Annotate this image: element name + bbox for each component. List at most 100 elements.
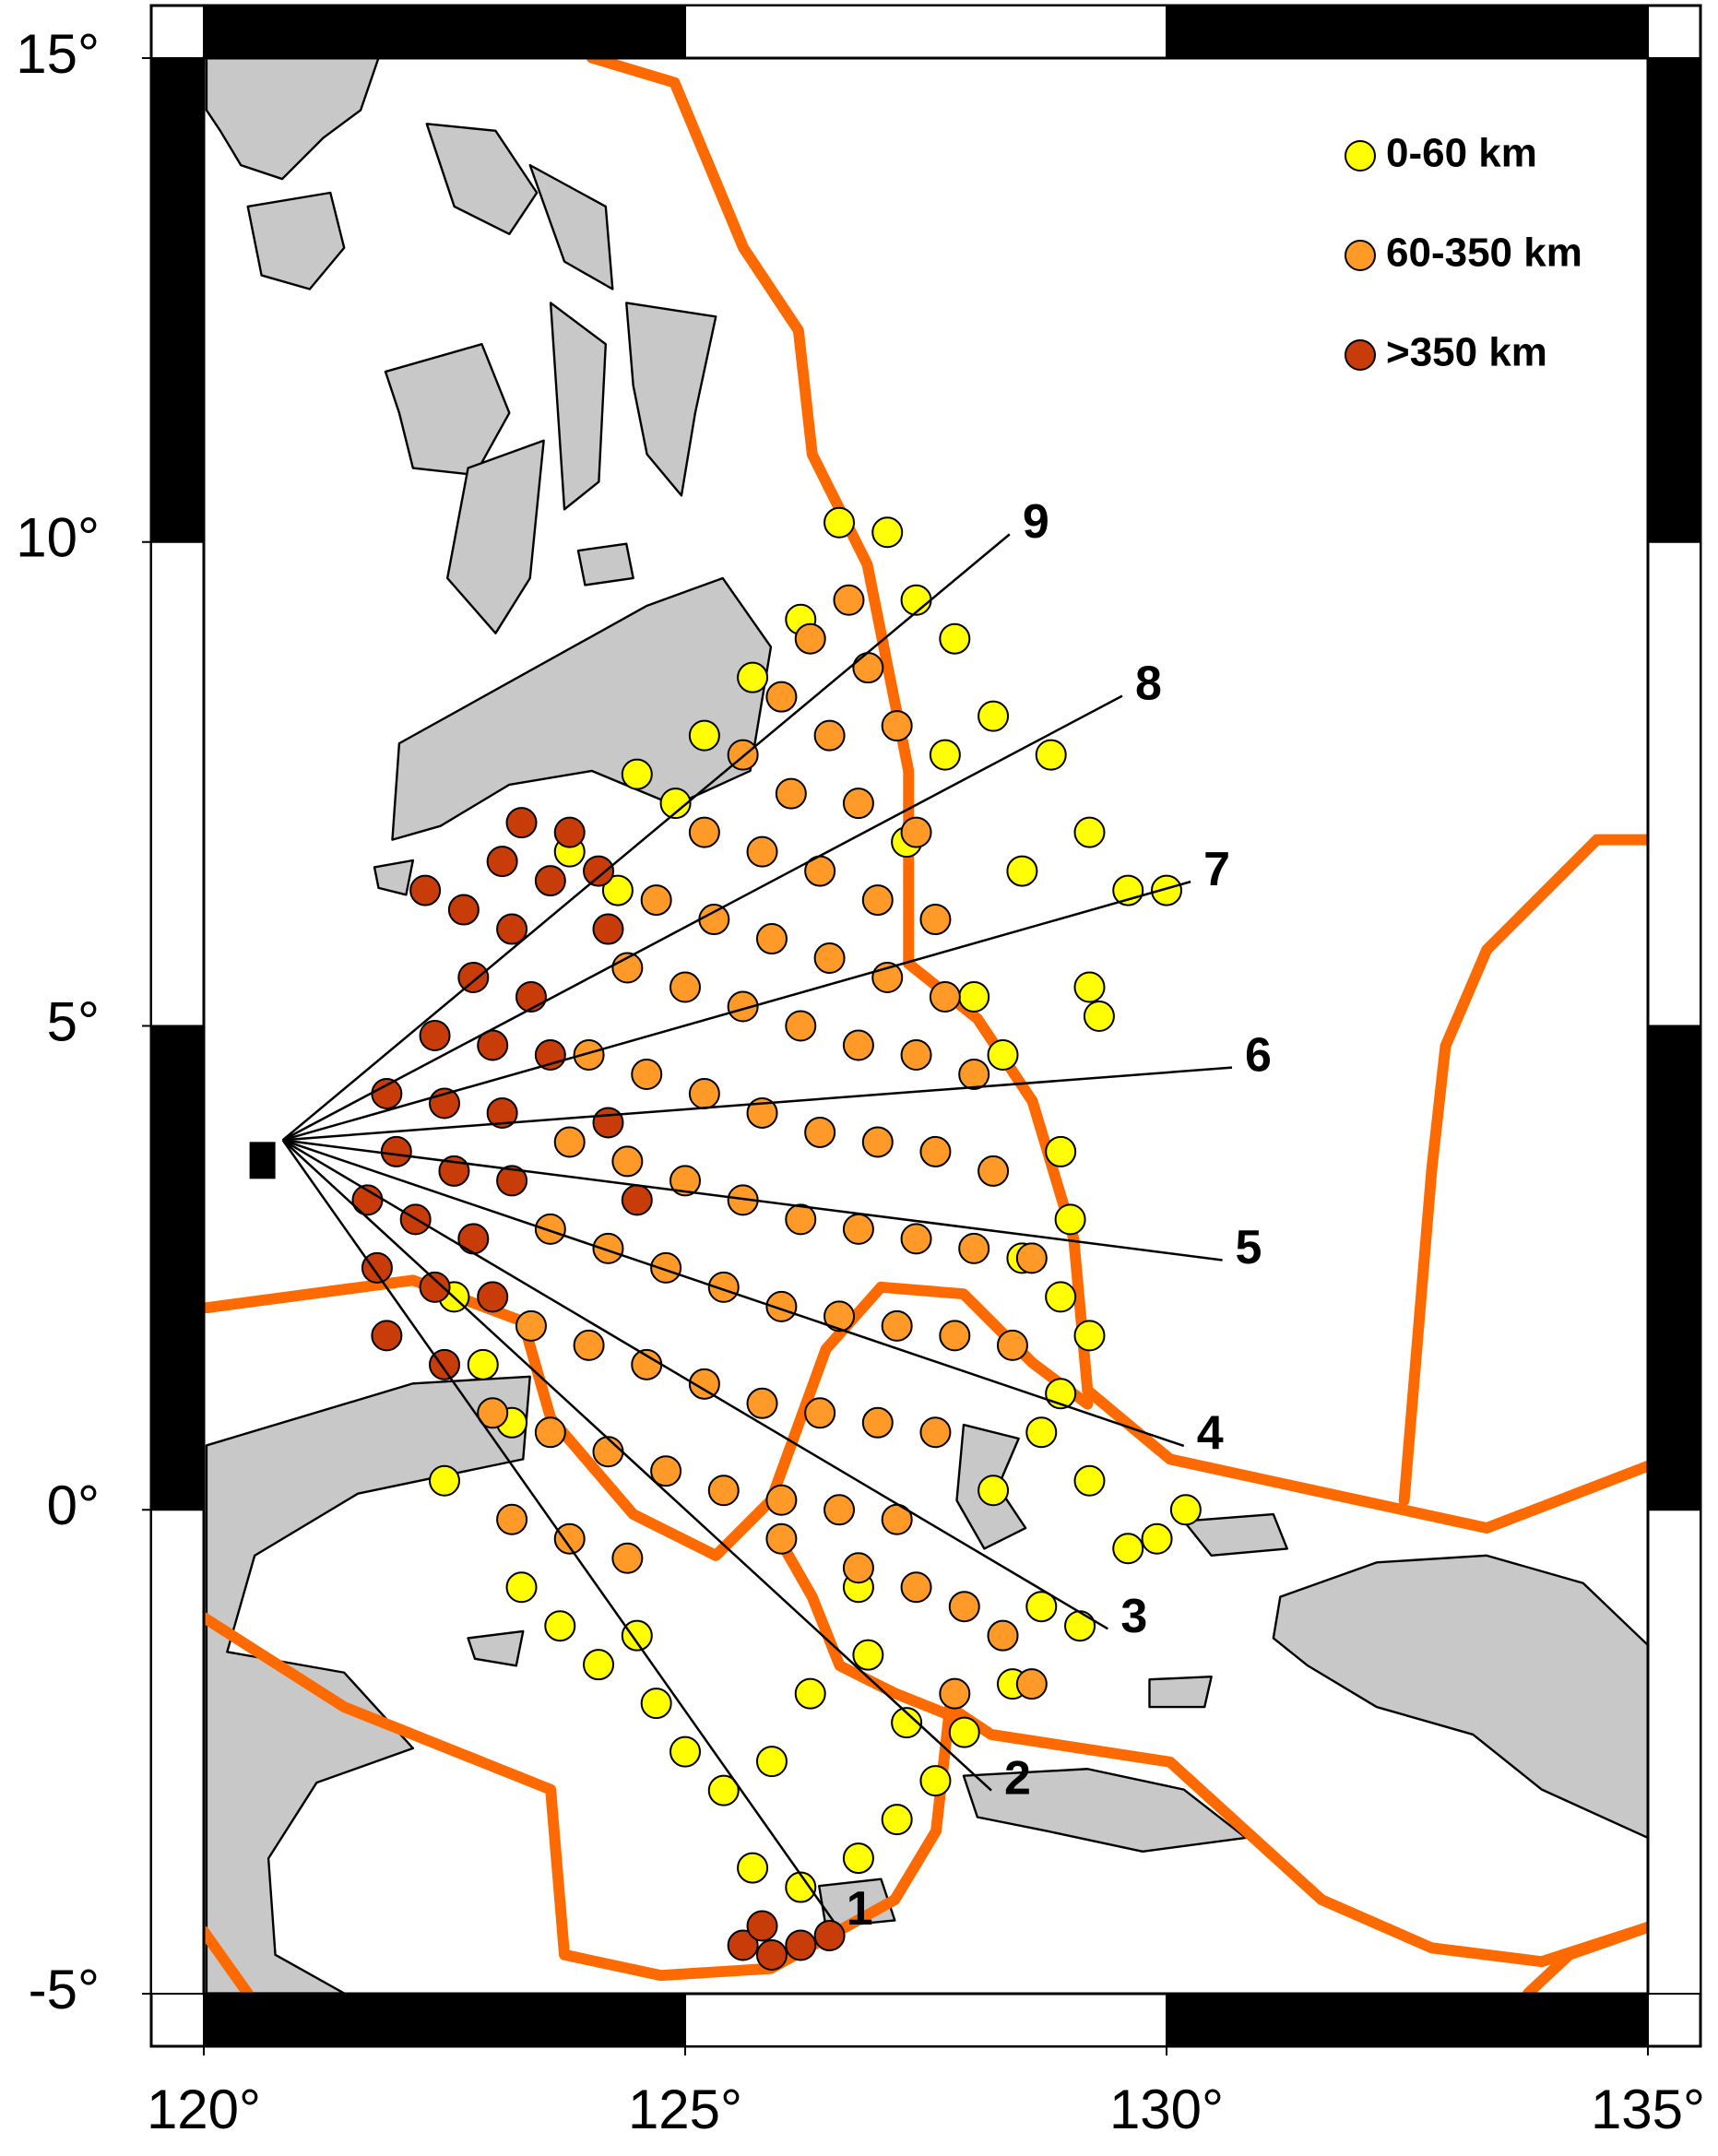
- profile-label: 2: [1004, 1751, 1031, 1805]
- earthquake: [371, 1077, 403, 1109]
- frame-segment: [203, 1993, 686, 2047]
- earthquake: [852, 1639, 884, 1671]
- earthquake: [515, 1309, 547, 1342]
- frame-segment: [150, 57, 205, 543]
- earthquake: [919, 1765, 952, 1797]
- profile-line: [281, 1139, 1108, 1630]
- earthquake: [419, 1271, 451, 1303]
- legend-label: 60-350 km: [1386, 231, 1582, 276]
- earthquake: [650, 1251, 682, 1284]
- earthquake: [544, 1610, 576, 1642]
- frame-segment: [1647, 540, 1701, 1027]
- earthquake: [871, 516, 904, 549]
- frame-segment: [150, 1509, 205, 1995]
- earthquake: [1015, 1668, 1048, 1700]
- earthquake: [1073, 971, 1106, 1003]
- earthquake: [688, 1077, 720, 1109]
- earthquake: [900, 1038, 932, 1071]
- earthquake: [823, 506, 856, 539]
- earthquake: [621, 1619, 653, 1652]
- profile-lines: 1 2 3 4 5 6 7 8 9: [249, 495, 1272, 1936]
- x-tick-label: 125°: [628, 2079, 742, 2140]
- earthquake: [371, 1320, 403, 1352]
- earthquake: [1141, 1522, 1173, 1555]
- earthquake: [919, 1135, 952, 1167]
- earthquake: [919, 904, 952, 936]
- earthquake: [833, 584, 865, 616]
- earthquake: [515, 981, 547, 1013]
- earthquake: [765, 1484, 798, 1516]
- y-tick-label: 10°: [16, 507, 100, 569]
- y-tick-label: 5°: [47, 990, 100, 1052]
- earthquake: [958, 981, 990, 1013]
- earthquake: [467, 1348, 499, 1380]
- profile-line: [281, 1139, 992, 1792]
- earthquake: [765, 1290, 798, 1322]
- earthquake: [477, 1281, 509, 1313]
- earthquake: [659, 788, 692, 820]
- earthquake: [861, 1406, 894, 1439]
- earthquake: [861, 884, 894, 917]
- earthquake: [1006, 855, 1038, 887]
- earthquake: [900, 584, 932, 616]
- x-tick-label: 130°: [1109, 2079, 1224, 2140]
- earthquake: [919, 1416, 952, 1449]
- earthquake: [621, 758, 653, 790]
- legend-label: >350 km: [1386, 330, 1547, 375]
- earthquake: [1073, 1320, 1106, 1352]
- earthquake: [996, 1329, 1028, 1361]
- profile-line: [281, 533, 1011, 1142]
- earthquake: [804, 1116, 836, 1148]
- earthquake: [669, 1735, 701, 1768]
- profile-line: [282, 1066, 1233, 1142]
- earthquake: [785, 1871, 817, 1903]
- earthquake: [775, 777, 807, 810]
- profile-label: 4: [1197, 1407, 1224, 1461]
- earthquake: [1025, 1416, 1058, 1449]
- earthquake: [977, 1155, 1010, 1187]
- profile-label: 6: [1245, 1028, 1272, 1082]
- earthquake: [1073, 816, 1106, 848]
- earthquake: [688, 1368, 720, 1400]
- earthquake: [592, 1107, 624, 1139]
- earthquake: [505, 807, 538, 839]
- earthquake: [631, 1058, 663, 1090]
- profile-line: [282, 1139, 1223, 1262]
- earthquake: [1151, 874, 1182, 906]
- earthquake: [977, 1475, 1010, 1507]
- earthquake: [477, 1397, 509, 1429]
- earthquake: [534, 1416, 566, 1449]
- earthquake: [640, 884, 672, 917]
- earthquake: [842, 1842, 874, 1875]
- frame-segment: [1647, 57, 1701, 543]
- earthquake: [881, 1309, 913, 1342]
- profile-line: [282, 880, 1191, 1142]
- earthquake: [496, 1165, 528, 1197]
- earthquake: [611, 1145, 644, 1178]
- earthquake: [900, 1223, 932, 1255]
- earthquake: [361, 1251, 393, 1284]
- earthquake: [823, 1494, 856, 1526]
- legend-marker: [1345, 240, 1376, 271]
- profile-line: [281, 1139, 835, 1923]
- earthquake: [794, 622, 826, 655]
- profile-label: 9: [1023, 495, 1049, 549]
- earthquake: [534, 1213, 566, 1245]
- earthquake: [553, 816, 586, 848]
- earthquake: [939, 622, 971, 655]
- earthquake: [429, 1464, 460, 1497]
- earthquake: [785, 1010, 817, 1042]
- frame-segment: [1166, 5, 1649, 59]
- earthquake: [900, 816, 932, 848]
- plot-outline: [202, 56, 1650, 1996]
- profile-line: [282, 1139, 1185, 1448]
- earthquake: [861, 1126, 894, 1158]
- earthquake: [1169, 1494, 1202, 1526]
- earthquake: [1112, 874, 1144, 906]
- earthquake: [496, 913, 528, 945]
- earthquake: [804, 1397, 836, 1429]
- earthquake: [746, 835, 778, 868]
- earthquake: [486, 1096, 518, 1129]
